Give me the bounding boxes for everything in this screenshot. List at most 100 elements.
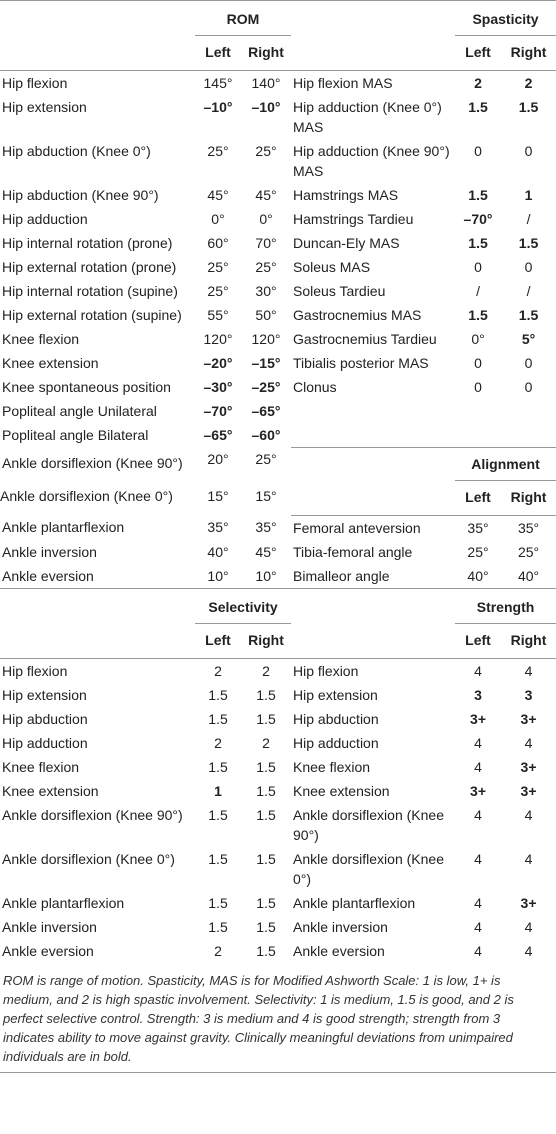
cell-value: 35°: [255, 519, 277, 535]
row: Popliteal angle Unilateral –70° –65°: [0, 399, 556, 423]
column-header: Left: [195, 35, 241, 71]
cell-value: 2: [474, 75, 482, 91]
cell-value: 1.5: [256, 710, 276, 727]
row: Hip extension –10° –10° Hip adduction (Knee…: [0, 95, 556, 139]
row: Left Right Left Right: [0, 35, 556, 71]
cell-value: 20°: [207, 451, 229, 467]
row-label: Gastrocnemius MAS: [293, 307, 422, 323]
row: Knee spontaneous position –30° –25° Clonus 0…: [0, 375, 556, 399]
cell-value: 25°: [467, 543, 489, 560]
footnote: ROM is range of motion. Spasticity, MAS …: [0, 963, 556, 1073]
cell-value: 4: [524, 918, 533, 935]
row-label: Duncan-Ely MAS: [293, 235, 400, 251]
cell-value: 2: [214, 942, 222, 959]
cell-value: 15°: [207, 488, 229, 504]
empty-cell: [291, 446, 456, 480]
cell-value: 35°: [501, 514, 556, 540]
cell-value: 1.5: [208, 758, 228, 775]
row-label: Ankle inversion: [2, 543, 97, 560]
cell-value: 1.5: [208, 850, 228, 867]
cell-value: 3+: [520, 894, 537, 911]
row-label: Hip abduction (Knee 0°): [2, 143, 151, 159]
row-label: Ankle plantarflexion: [293, 894, 416, 911]
empty-cell: [291, 399, 455, 423]
column-header: Right: [501, 623, 556, 659]
cell-value: 40°: [467, 567, 489, 584]
cell-value: 1.5: [256, 758, 276, 775]
cell-value: 1.5: [256, 918, 276, 935]
cell-value: 10°: [255, 567, 277, 584]
row-label: Ankle inversion: [2, 918, 97, 935]
row-label: Femoral anteversion: [291, 514, 456, 540]
row-label: Knee extension: [293, 782, 390, 799]
cell-value: 1.5: [208, 686, 228, 703]
column-header: Right: [501, 35, 556, 71]
cell-value: 4: [474, 662, 482, 679]
empty-cell: [291, 35, 456, 71]
cell-value: 3+: [520, 758, 537, 775]
row-label: Soleus MAS: [293, 259, 371, 275]
cell-value: 1.5: [518, 307, 539, 323]
cell-value: 1.5: [208, 806, 228, 823]
cell-value: 1.5: [256, 850, 276, 867]
cell-value: 1: [214, 782, 222, 799]
row-label: Hip flexion: [2, 75, 68, 91]
row-label: Ankle plantarflexion: [2, 519, 125, 535]
row: Knee flexion 120° 120° Gastrocnemius Tardie…: [0, 327, 556, 351]
row: Hip extension 1.5 1.5 Hip extension 3 3: [0, 683, 556, 707]
cell-value: 50°: [255, 307, 277, 323]
cell-value: 1.5: [468, 99, 488, 115]
row: Left Right Left Right: [0, 623, 556, 659]
row-label: Hip internal rotation (supine): [2, 283, 178, 299]
cell-value: 4: [474, 918, 482, 935]
cell-value: 0: [474, 259, 482, 275]
table-title: Strength: [455, 588, 556, 624]
cell-value: 25°: [255, 259, 277, 275]
row-label: Hip abduction (Knee 90°): [2, 187, 159, 203]
empty-cell: [455, 399, 501, 423]
empty-cell: [501, 423, 556, 447]
row-label: Hip external rotation (prone): [2, 259, 177, 275]
row: Ankle plantarflexion 35° 35° Femoral anteve…: [0, 514, 556, 540]
row-label: Hip extension: [2, 99, 87, 115]
cell-value: 4: [524, 734, 533, 751]
empty-cell: [291, 588, 455, 623]
cell-value: 10°: [207, 567, 229, 584]
cell-value: 25°: [255, 143, 277, 159]
cell-value: 1: [524, 187, 533, 203]
cell-value: 1.5: [256, 686, 276, 703]
cell-value: 4: [474, 758, 482, 775]
row-label: Hip flexion: [2, 662, 68, 679]
row-label: Ankle inversion: [293, 918, 388, 935]
cell-value: 1.5: [256, 782, 276, 799]
row-label: Popliteal angle Bilateral: [2, 427, 149, 443]
table-title: ROM: [195, 0, 292, 36]
cell-value: 1.5: [518, 235, 539, 251]
cell-value: 3: [524, 686, 533, 703]
cell-value: 3: [474, 686, 482, 703]
row-label: Tibialis posterior MAS: [293, 355, 429, 371]
row-label: Hip abduction: [293, 710, 379, 727]
table-selectivity-strength: Selectivity Strength Left Right Left Right Hip…: [0, 587, 556, 963]
cell-value: –65°: [203, 427, 233, 443]
row-label: Hip adduction: [2, 211, 88, 227]
cell-value: 45°: [255, 543, 277, 560]
cell-value: 45°: [255, 187, 277, 203]
row: Hip internal rotation (prone) 60° 70° Dunca…: [0, 231, 556, 255]
column-header: Right: [241, 35, 292, 71]
row: Ankle dorsiflexion (Knee 0°) 15° 15° Left Ri…: [0, 480, 556, 515]
cell-value: 0: [474, 143, 482, 159]
row-label: Hip flexion: [293, 662, 359, 679]
row: Ankle dorsiflexion (Knee 90°) 20° 25° Align…: [0, 446, 556, 481]
row-label: Hip external rotation (supine): [2, 307, 182, 323]
row: Knee flexion 1.5 1.5 Knee flexion 4 3+: [0, 755, 556, 779]
row-label: Ankle eversion: [293, 942, 385, 959]
row: Hip abduction 1.5 1.5 Hip abduction 3+ 3+: [0, 707, 556, 731]
cell-value: 1.5: [518, 99, 539, 115]
cell-value: –20°: [203, 355, 233, 371]
row: Ankle inversion 40° 45° Tibia-femoral angle…: [0, 540, 556, 564]
row-label: Knee flexion: [2, 758, 80, 775]
cell-value: 35°: [455, 514, 502, 540]
cell-value: 0: [524, 355, 533, 371]
cell-value: 1.5: [256, 894, 276, 911]
